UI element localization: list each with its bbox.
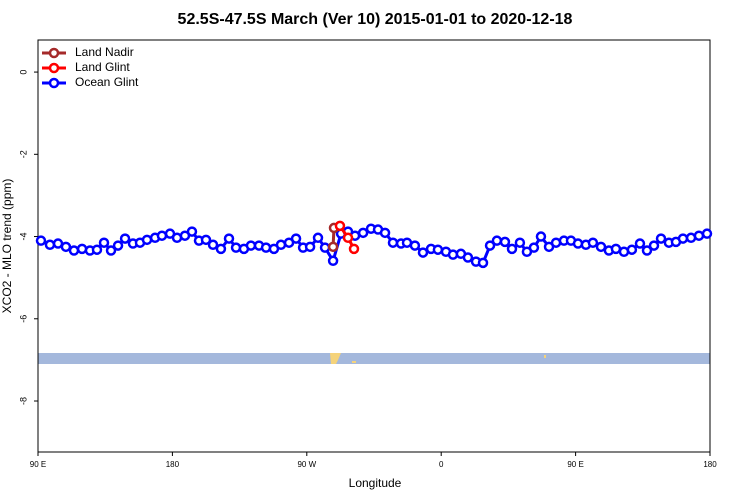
point (417, 247, 429, 258)
point (60, 241, 72, 253)
point (462, 252, 474, 263)
legend-label: Ocean Glint (75, 75, 139, 89)
point (327, 241, 339, 253)
point (357, 227, 369, 239)
point (105, 245, 117, 256)
plot-frame (37, 39, 711, 453)
point (98, 237, 110, 248)
x-tick-label: 0 (439, 460, 444, 469)
point (348, 243, 360, 255)
point (572, 238, 584, 249)
x-tick-label: 90 W (297, 460, 316, 469)
y-tick-label: -8 (18, 397, 28, 405)
point (379, 227, 391, 239)
point (327, 255, 339, 267)
land-patch (352, 361, 356, 363)
point (528, 242, 540, 253)
x-tick-label: 90 E (30, 460, 46, 469)
point (215, 243, 227, 255)
land-mask-strip (38, 353, 710, 364)
point (514, 237, 526, 248)
point (334, 220, 346, 232)
point (156, 230, 168, 241)
point (641, 245, 653, 256)
y-tick-label: 0 (18, 70, 28, 75)
point (634, 238, 646, 249)
point (535, 231, 547, 242)
point (91, 244, 103, 255)
point (387, 237, 399, 248)
point (677, 233, 689, 244)
point (304, 241, 316, 253)
y-tick-label: -6 (18, 315, 28, 323)
ocean-strip (38, 353, 710, 364)
legend-label: Land Glint (75, 60, 130, 74)
land-patch (544, 355, 546, 358)
point (648, 240, 660, 251)
point (112, 240, 124, 251)
chart-title: 52.5S-47.5S March (Ver 10) 2015-01-01 to… (178, 11, 573, 28)
legend-marker (48, 77, 60, 89)
point (477, 257, 489, 269)
point (595, 241, 607, 253)
legend-marker (48, 62, 60, 74)
point (491, 235, 503, 246)
point (230, 242, 242, 253)
point (68, 245, 80, 256)
y-tick-label: -4 (18, 233, 28, 241)
x-tick-label: 90 E (567, 460, 583, 469)
point (693, 230, 705, 241)
point (119, 233, 131, 244)
point (312, 232, 324, 244)
y-tick-label: -2 (18, 150, 28, 158)
point (186, 226, 198, 237)
point (506, 243, 518, 255)
point (587, 237, 599, 248)
point (35, 235, 47, 246)
x-axis-label: Longitude (349, 476, 402, 490)
land-patch (330, 353, 341, 364)
point (610, 243, 622, 255)
point (141, 234, 153, 246)
point (260, 242, 272, 253)
x-tick-label: 180 (166, 460, 180, 469)
point (319, 242, 331, 253)
point (484, 240, 496, 251)
point (44, 239, 56, 251)
point (245, 240, 257, 251)
legend-label: Land Nadir (75, 45, 134, 59)
point (409, 240, 421, 251)
point (223, 233, 235, 244)
y-axis-label: XCO2 - MLO trend (ppm) (0, 179, 14, 314)
point (275, 239, 287, 251)
point (200, 234, 212, 246)
point (626, 244, 638, 255)
point (207, 239, 219, 251)
legend-marker (48, 47, 60, 59)
point (342, 232, 354, 244)
point (655, 233, 667, 244)
point (290, 233, 302, 244)
x-tick-label: 180 (703, 460, 717, 469)
point (499, 236, 511, 248)
point (701, 228, 713, 239)
point (432, 244, 444, 255)
